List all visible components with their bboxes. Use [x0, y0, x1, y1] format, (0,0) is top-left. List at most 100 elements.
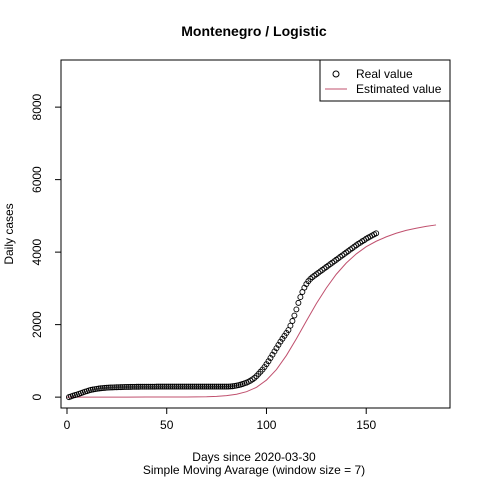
real-value-point — [373, 230, 380, 237]
real-value-point — [201, 383, 208, 390]
y-tick-label: 8000 — [30, 93, 44, 120]
real-value-point — [115, 384, 122, 391]
x-axis: 0 50 100 150 — [64, 407, 377, 432]
real-value-point — [99, 385, 106, 392]
y-tick-label: 6000 — [30, 166, 44, 193]
real-value-point — [179, 383, 186, 390]
x-tick-label: 100 — [256, 418, 276, 432]
real-value-point — [167, 383, 174, 390]
x-tick-label: 0 — [64, 418, 71, 432]
real-value-point — [221, 383, 228, 390]
y-axis-label: Daily cases — [2, 203, 16, 264]
real-value-point — [103, 384, 110, 391]
real-value-point — [197, 383, 204, 390]
real-value-point — [229, 383, 236, 390]
real-value-point — [225, 383, 232, 390]
real-value-point — [151, 383, 158, 390]
real-value-point — [119, 384, 126, 390]
x-tick-label: 50 — [160, 418, 174, 432]
real-value-point — [177, 383, 184, 390]
x-axis-label: Days since 2020-03-30 — [192, 450, 316, 464]
real-value-point — [227, 383, 234, 390]
real-value-point — [139, 383, 146, 390]
real-value-point — [211, 383, 218, 390]
y-tick-label: 4000 — [30, 238, 44, 265]
real-value-point — [143, 383, 150, 390]
y-tick-label: 2000 — [30, 311, 44, 338]
y-axis: 0 2000 4000 6000 8000 — [30, 93, 62, 400]
real-value-point — [153, 383, 160, 390]
real-value-point — [187, 383, 194, 390]
legend-estimated-label: Estimated value — [356, 82, 442, 96]
real-value-point — [117, 384, 124, 391]
real-value-point — [295, 299, 302, 306]
real-value-point — [165, 383, 172, 390]
real-value-point — [171, 383, 178, 390]
real-value-point — [175, 383, 182, 390]
legend-real-label: Real value — [356, 67, 413, 81]
chart-title: Montenegro / Logistic — [181, 23, 327, 39]
real-value-point — [209, 383, 216, 390]
real-value-point — [191, 383, 198, 390]
real-value-point — [157, 383, 164, 390]
legend: Real value Estimated value — [319, 59, 451, 102]
real-value-point — [213, 383, 220, 390]
real-value-point — [183, 383, 190, 390]
real-value-point — [149, 383, 156, 390]
real-value-point — [141, 383, 148, 390]
real-value-point — [185, 383, 192, 390]
real-value-point — [121, 384, 128, 390]
legend-box — [319, 59, 451, 102]
real-value-point — [113, 384, 120, 391]
real-value-point — [125, 383, 132, 390]
real-value-point — [189, 383, 196, 390]
real-value-point — [131, 383, 138, 390]
real-value-point — [203, 383, 210, 390]
real-value-point — [181, 383, 188, 390]
real-value-point — [145, 383, 152, 390]
legend-real-marker — [332, 70, 340, 78]
real-value-point — [129, 383, 136, 390]
real-value-point — [95, 385, 102, 392]
real-value-point — [123, 383, 130, 390]
real-value-point — [163, 383, 170, 390]
real-value-point — [219, 383, 226, 390]
real-value-point — [127, 383, 134, 390]
real-value-point — [161, 383, 168, 390]
real-value-point — [111, 384, 118, 391]
real-value-point — [289, 318, 296, 324]
estimated-value-line — [66, 224, 437, 398]
real-value-point — [215, 383, 222, 390]
real-value-point — [135, 383, 142, 390]
x-axis-subtitle: Simple Moving Avarage (window size = 7) — [143, 463, 365, 477]
real-points-layer — [66, 230, 380, 401]
real-value-point — [223, 383, 230, 390]
real-value-point — [199, 383, 206, 390]
real-value-point — [101, 384, 108, 391]
real-value-point — [173, 383, 180, 390]
real-value-point — [195, 383, 202, 390]
real-value-point — [205, 383, 212, 390]
real-value-point — [105, 384, 112, 391]
real-value-point — [291, 312, 298, 319]
real-value-point — [107, 384, 114, 391]
real-value-point — [155, 383, 162, 390]
y-tick-label: 0 — [30, 393, 44, 400]
real-value-point — [97, 385, 104, 392]
real-value-point — [93, 385, 100, 392]
real-value-point — [217, 383, 224, 390]
real-value-point — [109, 384, 116, 391]
real-value-point — [297, 294, 304, 301]
real-value-point — [207, 383, 214, 390]
real-value-point — [193, 383, 200, 390]
estimated-line-layer — [66, 224, 437, 398]
real-value-point — [169, 383, 176, 390]
x-tick-label: 150 — [356, 418, 376, 432]
real-value-point — [147, 383, 154, 390]
real-value-point — [159, 383, 166, 390]
real-value-point — [293, 306, 300, 313]
real-value-point — [137, 383, 144, 390]
real-value-point — [287, 322, 294, 329]
real-value-point — [133, 383, 140, 390]
